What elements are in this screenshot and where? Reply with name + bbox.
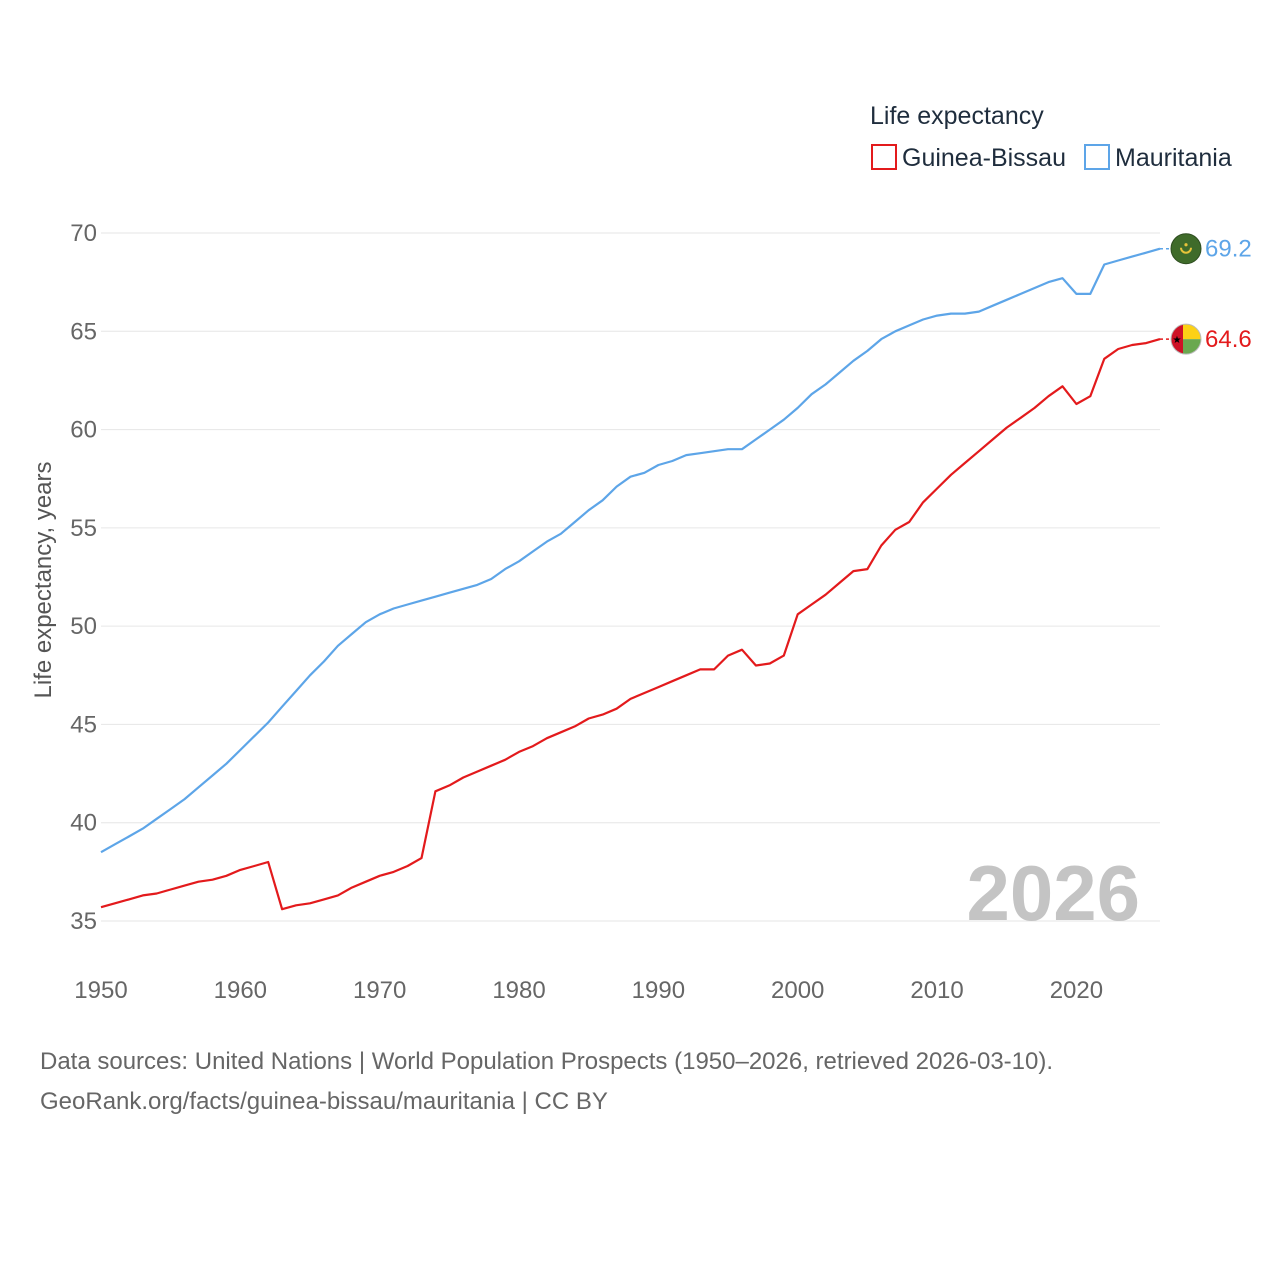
y-tick-65: 65 — [70, 318, 97, 345]
x-tick-1960: 1960 — [214, 977, 267, 1004]
y-tick-40: 40 — [70, 810, 97, 837]
source-line-url[interactable]: GeoRank.org/facts/guinea-bissau/mauritan… — [40, 1088, 608, 1115]
mauritania-flag-icon — [1170, 233, 1202, 265]
y-tick-70: 70 — [70, 220, 97, 247]
legend-swatch-guinea-bissau — [871, 144, 897, 170]
legend-item-mauritania[interactable]: Mauritania — [1084, 144, 1232, 172]
y-tick-60: 60 — [70, 417, 97, 444]
guinea-bissau-flag-icon: ★ — [1170, 323, 1202, 355]
series-line-guinea-bissau — [100, 338, 1161, 911]
y-tick-55: 55 — [70, 515, 97, 542]
life-expectancy-chart: 35 40 45 50 55 60 65 70 1950 1960 1970 1980 1990 200… — [30, 102, 1252, 1004]
series-lines — [100, 247, 1161, 911]
x-tick-1950: 1950 — [74, 977, 127, 1004]
y-tick-50: 50 — [70, 613, 97, 640]
y-tick-45: 45 — [70, 711, 97, 738]
x-tick-2010: 2010 — [910, 977, 963, 1004]
legend-label-mauritania: Mauritania — [1115, 144, 1232, 172]
svg-text:★: ★ — [1173, 335, 1182, 346]
legend-swatch-mauritania — [1084, 144, 1110, 170]
end-label-mauritania: 69.2 — [1205, 236, 1252, 263]
legend-label-guinea-bissau: Guinea-Bissau — [902, 144, 1066, 172]
source-footer: Data sources: United Nations | World Pop… — [40, 1042, 1053, 1122]
legend-item-guinea-bissau[interactable]: Guinea-Bissau — [871, 144, 1066, 172]
y-axis: 35 40 45 50 55 60 65 70 — [70, 220, 97, 935]
source-line-data: Data sources: United Nations | World Pop… — [40, 1048, 1054, 1075]
grid — [101, 232, 1160, 922]
end-label-guinea-bissau: 64.6 — [1205, 326, 1252, 353]
legend-title: Life expectancy — [870, 102, 1044, 130]
y-tick-35: 35 — [70, 908, 97, 935]
x-tick-1990: 1990 — [632, 977, 685, 1004]
series-line-mauritania — [100, 247, 1161, 854]
x-axis: 1950 1960 1970 1980 1990 2000 2010 2020 — [74, 977, 1103, 1004]
x-tick-2000: 2000 — [771, 977, 824, 1004]
year-watermark: 2026 — [966, 849, 1140, 937]
x-tick-2020: 2020 — [1050, 977, 1103, 1004]
x-tick-1970: 1970 — [353, 977, 406, 1004]
x-tick-1980: 1980 — [492, 977, 545, 1004]
series-end-labels: ★ 64.6 69.2 — [1160, 233, 1252, 355]
y-axis-label: Life expectancy, years — [30, 461, 57, 698]
